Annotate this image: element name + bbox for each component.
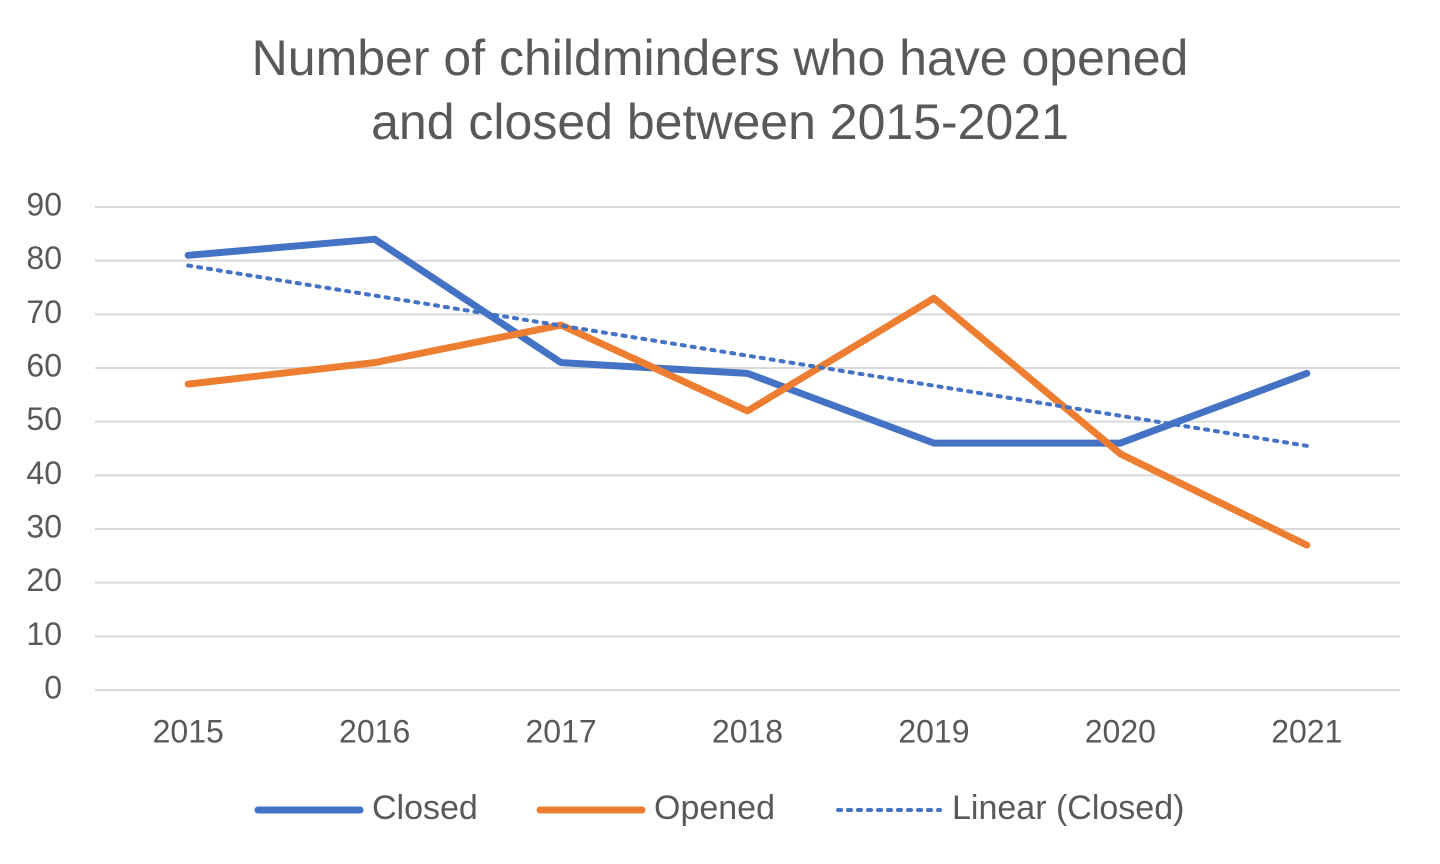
y-tick-label: 60 xyxy=(26,347,62,383)
x-tick-label: 2021 xyxy=(1271,713,1342,749)
y-tick-label: 10 xyxy=(26,616,62,652)
x-tick-label: 2015 xyxy=(153,713,224,749)
y-tick-label: 90 xyxy=(26,186,62,222)
x-tick-label: 2017 xyxy=(525,713,596,749)
legend-label: Closed xyxy=(372,789,478,827)
chart-title: and closed between 2015-2021 xyxy=(371,94,1069,150)
y-tick-label: 40 xyxy=(26,455,62,491)
chart-title: Number of childminders who have opened xyxy=(252,30,1189,86)
y-tick-label: 50 xyxy=(26,401,62,437)
y-tick-label: 0 xyxy=(44,669,62,705)
x-tick-label: 2016 xyxy=(339,713,410,749)
y-tick-label: 70 xyxy=(26,294,62,330)
data-line xyxy=(184,294,1311,549)
legend-label: Linear (Closed) xyxy=(952,789,1184,827)
data-line xyxy=(184,235,1311,447)
legend-label: Opened xyxy=(654,789,775,827)
y-tick-label: 20 xyxy=(26,562,62,598)
trend-line xyxy=(186,263,1309,448)
x-tick-label: 2018 xyxy=(712,713,783,749)
x-tick-label: 2019 xyxy=(898,713,969,749)
y-tick-label: 80 xyxy=(26,240,62,276)
x-tick-label: 2020 xyxy=(1085,713,1156,749)
y-tick-label: 30 xyxy=(26,508,62,544)
